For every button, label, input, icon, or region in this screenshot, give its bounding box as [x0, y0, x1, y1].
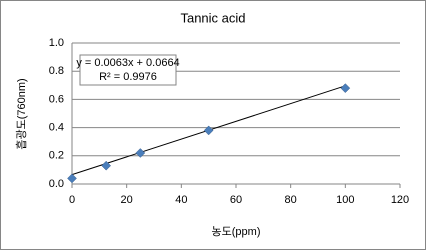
y-axis-label: 흡광도(760nm) — [14, 78, 28, 149]
data-point — [101, 160, 112, 171]
y-tick-label: 0.2 — [49, 150, 64, 162]
x-axis-label: 농도(ppm) — [212, 225, 261, 238]
y-tick-label: 0.0 — [49, 178, 64, 190]
y-tick-label: 0.6 — [49, 93, 64, 105]
data-point — [203, 125, 214, 136]
trendline-r-squared: R² = 0.9976 — [99, 71, 157, 83]
chart-title: Tannic acid — [180, 10, 245, 25]
x-tick-label: 100 — [336, 194, 354, 206]
x-tick-label: 120 — [391, 194, 409, 206]
trendline-equation: y = 0.0063x + 0.0664 — [76, 57, 179, 69]
x-tick-label: 0 — [69, 194, 75, 206]
x-tick-label: 80 — [285, 194, 297, 206]
equation-box — [79, 54, 177, 86]
x-tick-label: 20 — [121, 194, 133, 206]
data-point — [135, 148, 146, 158]
data-point — [340, 83, 351, 93]
y-tick-label: 1.0 — [49, 37, 64, 49]
data-point — [67, 173, 77, 184]
x-tick-label: 40 — [175, 194, 187, 206]
y-tick-label: 0.4 — [49, 122, 64, 134]
x-tick-label: 60 — [230, 194, 242, 206]
y-tick-label: 0.8 — [49, 65, 64, 77]
